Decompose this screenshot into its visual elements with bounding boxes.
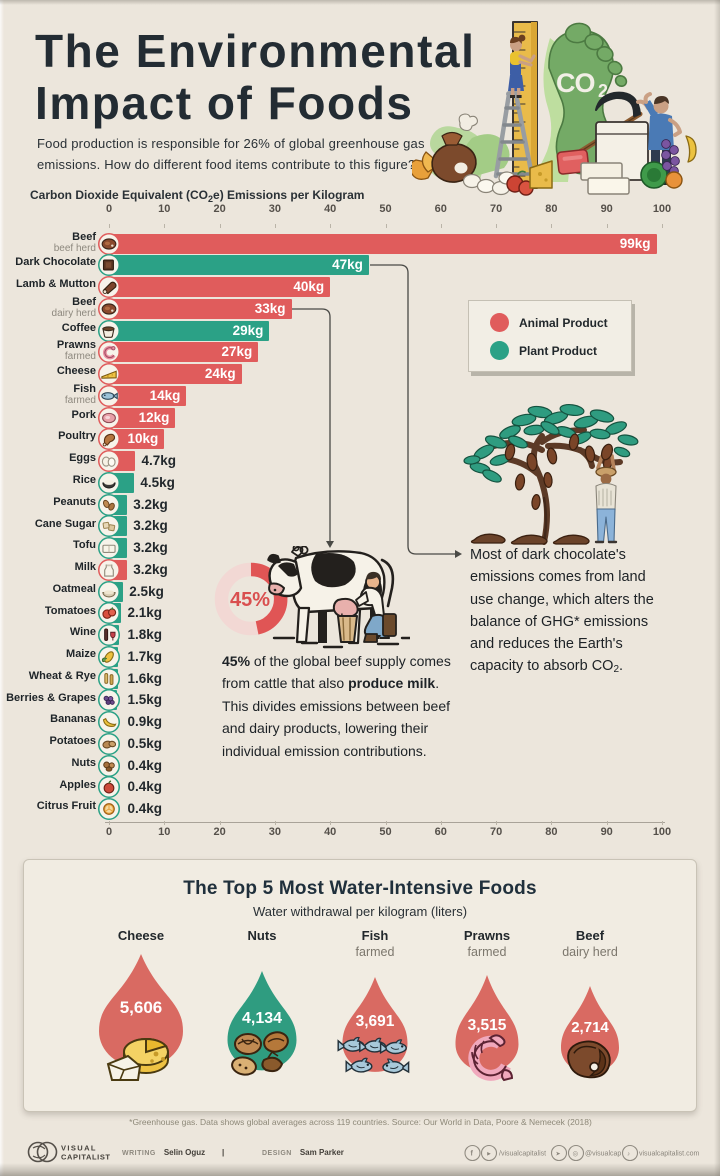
svg-text:◎: ◎ xyxy=(573,1151,579,1158)
svg-text:3,691: 3,691 xyxy=(356,1013,395,1030)
svg-text:➤: ➤ xyxy=(556,1152,561,1158)
svg-text:4,134: 4,134 xyxy=(242,1010,282,1027)
svg-text:2,714: 2,714 xyxy=(571,1019,609,1036)
svg-text:3,515: 3,515 xyxy=(468,1017,507,1034)
svg-text:/visualcapitalist: /visualcapitalist xyxy=(499,1151,546,1158)
svg-text:VISUAL: VISUAL xyxy=(61,1144,97,1153)
svg-text:f: f xyxy=(471,1151,474,1158)
svg-text:CAPITALIST: CAPITALIST xyxy=(61,1153,111,1162)
svg-text:♪: ♪ xyxy=(627,1152,630,1158)
svg-text:@visualcap: @visualcap xyxy=(585,1151,621,1158)
svg-text:►: ► xyxy=(486,1152,492,1158)
svg-text:visualcapitalist.com: visualcapitalist.com xyxy=(639,1151,699,1158)
svg-text:5,606: 5,606 xyxy=(120,998,163,1017)
